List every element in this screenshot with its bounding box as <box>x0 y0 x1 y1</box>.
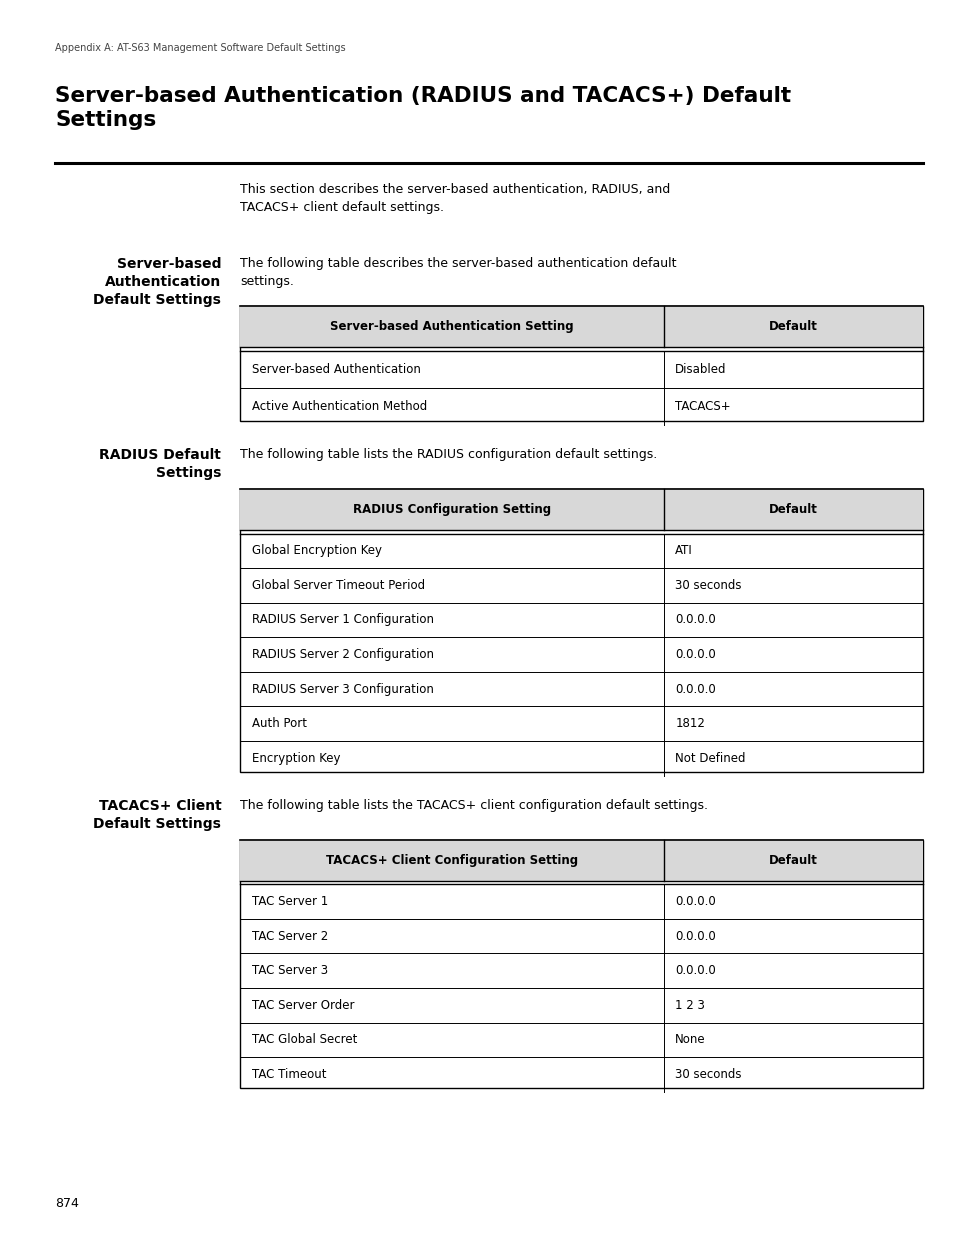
Text: Auth Port: Auth Port <box>252 718 307 730</box>
Text: Server-based
Authentication
Default Settings: Server-based Authentication Default Sett… <box>93 257 221 306</box>
Text: Encryption Key: Encryption Key <box>252 752 340 764</box>
Text: RADIUS Default
Settings: RADIUS Default Settings <box>99 448 221 480</box>
Text: TACACS+: TACACS+ <box>675 400 730 412</box>
Text: TACACS+ Client Configuration Setting: TACACS+ Client Configuration Setting <box>326 853 578 867</box>
Text: TAC Server 3: TAC Server 3 <box>252 965 328 977</box>
Text: This section describes the server-based authentication, RADIUS, and
TACACS+ clie: This section describes the server-based … <box>240 183 670 215</box>
Text: TAC Timeout: TAC Timeout <box>252 1068 326 1081</box>
Text: TAC Server 1: TAC Server 1 <box>252 895 328 908</box>
Text: 0.0.0.0: 0.0.0.0 <box>675 648 716 661</box>
Text: TACACS+ Client
Default Settings: TACACS+ Client Default Settings <box>93 799 221 831</box>
Text: Disabled: Disabled <box>675 363 726 375</box>
Bar <box>240 306 923 347</box>
Text: ATI: ATI <box>675 545 693 557</box>
Text: RADIUS Server 2 Configuration: RADIUS Server 2 Configuration <box>252 648 434 661</box>
Text: TAC Server 2: TAC Server 2 <box>252 930 328 942</box>
Text: TAC Server Order: TAC Server Order <box>252 999 354 1011</box>
Text: Server-based Authentication: Server-based Authentication <box>252 363 420 375</box>
Text: Default: Default <box>768 503 818 516</box>
Text: Global Encryption Key: Global Encryption Key <box>252 545 381 557</box>
Text: Default: Default <box>768 853 818 867</box>
Text: Appendix A: AT-S63 Management Software Default Settings: Appendix A: AT-S63 Management Software D… <box>55 43 346 53</box>
Text: The following table lists the RADIUS configuration default settings.: The following table lists the RADIUS con… <box>240 448 657 462</box>
Text: Global Server Timeout Period: Global Server Timeout Period <box>252 579 424 592</box>
Text: None: None <box>675 1034 705 1046</box>
Bar <box>240 306 923 421</box>
Bar <box>240 489 923 530</box>
Text: Not Defined: Not Defined <box>675 752 745 764</box>
Text: 1 2 3: 1 2 3 <box>675 999 704 1011</box>
Text: RADIUS Configuration Setting: RADIUS Configuration Setting <box>353 503 551 516</box>
Text: Default: Default <box>768 320 818 333</box>
Text: Server-based Authentication Setting: Server-based Authentication Setting <box>330 320 574 333</box>
Text: 30 seconds: 30 seconds <box>675 579 741 592</box>
Text: 0.0.0.0: 0.0.0.0 <box>675 895 716 908</box>
Text: 0.0.0.0: 0.0.0.0 <box>675 614 716 626</box>
Text: Active Authentication Method: Active Authentication Method <box>252 400 427 412</box>
Bar <box>240 840 923 1088</box>
Text: RADIUS Server 3 Configuration: RADIUS Server 3 Configuration <box>252 683 434 695</box>
Text: RADIUS Server 1 Configuration: RADIUS Server 1 Configuration <box>252 614 434 626</box>
Text: TAC Global Secret: TAC Global Secret <box>252 1034 356 1046</box>
Text: 1812: 1812 <box>675 718 704 730</box>
Text: 874: 874 <box>55 1197 79 1210</box>
Text: 0.0.0.0: 0.0.0.0 <box>675 683 716 695</box>
Bar <box>240 840 923 881</box>
Text: 30 seconds: 30 seconds <box>675 1068 741 1081</box>
Text: The following table lists the TACACS+ client configuration default settings.: The following table lists the TACACS+ cl… <box>240 799 708 813</box>
Text: Server-based Authentication (RADIUS and TACACS+) Default
Settings: Server-based Authentication (RADIUS and … <box>55 86 791 131</box>
Text: 0.0.0.0: 0.0.0.0 <box>675 930 716 942</box>
Bar <box>240 489 923 772</box>
Text: The following table describes the server-based authentication default
settings.: The following table describes the server… <box>240 257 677 289</box>
Text: 0.0.0.0: 0.0.0.0 <box>675 965 716 977</box>
